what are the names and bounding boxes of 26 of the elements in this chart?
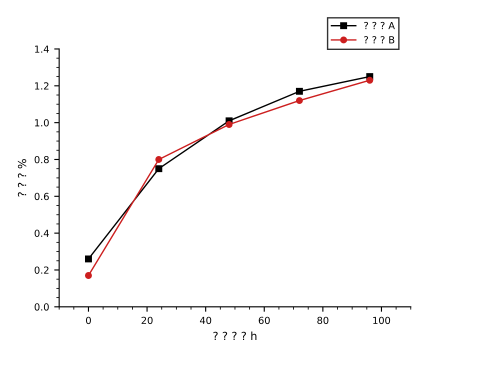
y-tick-label: 0.6 — [34, 192, 49, 200]
x-tick-label: 20 — [142, 316, 153, 324]
x-tick-label: 60 — [258, 316, 270, 324]
point — [84, 272, 92, 279]
y-axis-title: ? ? ? % — [18, 159, 26, 197]
y-tick-label: 0.4 — [34, 230, 49, 237]
point — [155, 165, 162, 172]
legend-label: ? ? ? B — [364, 36, 394, 44]
x-tick-label: 100 — [373, 316, 390, 324]
x-tick-label: 0 — [86, 316, 91, 324]
y-tick-label: 1.2 — [35, 82, 48, 90]
x-axis-title: ? ? ? ? h — [213, 332, 256, 340]
y-tick-label: 0.2 — [34, 266, 48, 274]
y-tick-label: 0.8 — [34, 156, 49, 164]
legend-label: ? ? ? A — [364, 22, 395, 30]
x-tick-label: 80 — [317, 316, 328, 324]
point — [296, 97, 303, 104]
point — [84, 255, 92, 262]
point — [155, 156, 162, 163]
point — [366, 76, 374, 84]
y-tick-label: 1.4 — [35, 46, 49, 53]
x-tick-label: 40 — [200, 316, 212, 324]
y-tick-label: 1.0 — [35, 119, 49, 126]
y-tick-label: 0.0 — [34, 303, 49, 311]
point — [296, 88, 303, 95]
point — [226, 121, 233, 128]
